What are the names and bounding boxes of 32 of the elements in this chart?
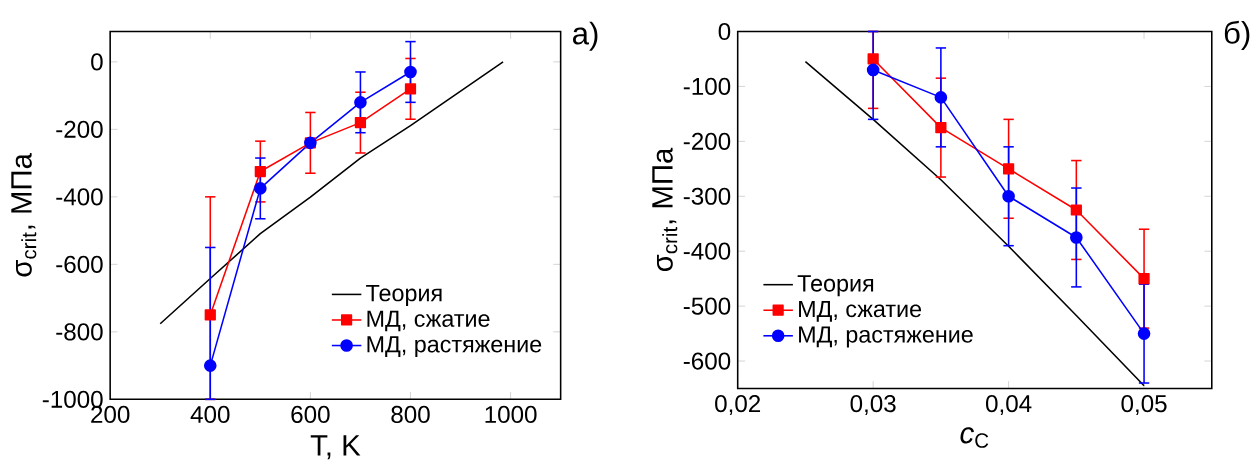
legend-label: Теория [366, 285, 442, 306]
y-tick-label: -400 [683, 242, 731, 260]
y-tick-label: -500 [683, 297, 731, 315]
y-tick-label: -600 [56, 255, 103, 273]
y-tick-label: -400 [56, 188, 103, 206]
x-tick-label: 0,03 [850, 394, 896, 415]
y-tick-label: -600 [683, 352, 731, 370]
x-tick-label: 800 [391, 405, 430, 423]
y-tick-label: -800 [56, 323, 103, 341]
x-tick-label: 0,04 [986, 394, 1032, 415]
x-tick-label: 400 [190, 405, 230, 423]
legend-label: МД, растяжение [367, 336, 542, 358]
x-tick-label: 0,02 [715, 394, 761, 415]
legend-label: МД, сжатие [367, 310, 490, 332]
y-tick-label: 0 [91, 53, 103, 71]
x-axis-title: T, K [310, 435, 361, 460]
x-tick-label: 1000 [485, 405, 537, 423]
x-tick-label: 600 [291, 405, 330, 423]
legend-label: МД, растяжение [799, 326, 973, 348]
y-tick-label: -200 [683, 132, 731, 150]
x-axis-title: c$_{C}$ [960, 427, 989, 448]
y-axis-title: σ$_{crit}$, МПа [652, 147, 678, 272]
y-tick-label: 0 [718, 22, 731, 40]
legend-label: МД, сжатие [799, 300, 922, 322]
text: б) [1224, 20, 1250, 50]
y-tick-label: -100 [683, 77, 731, 95]
y-tick-label: -200 [56, 120, 103, 138]
y-axis-title: σ$_{crit}$, МПа [11, 153, 37, 277]
legend-label: Теория [797, 275, 874, 297]
y-tick-label: -300 [683, 187, 731, 205]
x-tick-label: 0,05 [1121, 394, 1167, 415]
text: а) [573, 21, 598, 51]
